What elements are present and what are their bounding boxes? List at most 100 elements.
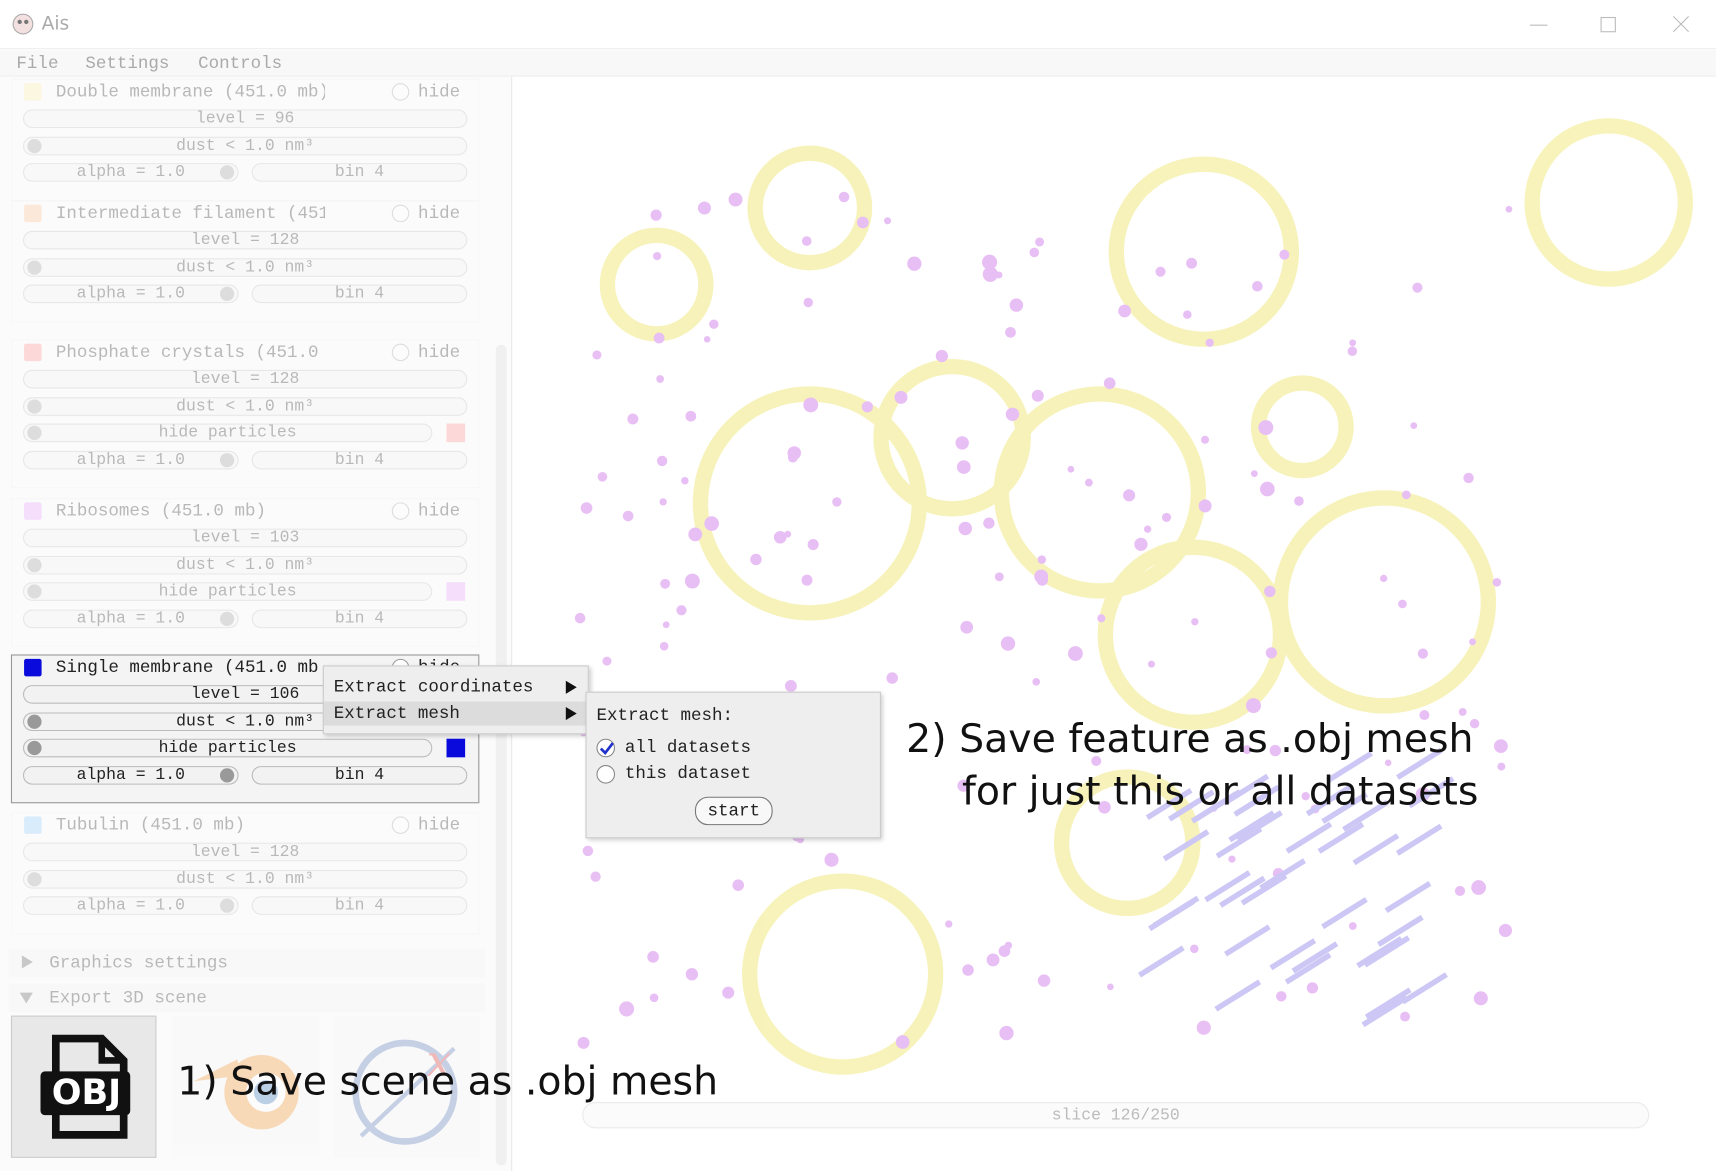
color-swatch[interactable]: [24, 658, 42, 677]
slice-label: slice 126/250: [1051, 1106, 1180, 1126]
menu-item[interactable]: File: [16, 53, 59, 74]
export-blender-button[interactable]: [171, 1015, 319, 1158]
dust-slider[interactable]: dust < 1.0 nm³: [22, 136, 468, 155]
particle-color[interactable]: [446, 423, 466, 443]
slider-label: level = 128: [190, 842, 300, 862]
slider-label: dust < 1.0 nm³: [176, 869, 315, 889]
toggle-label: hide particles: [158, 738, 297, 758]
level-slider[interactable]: level = 103: [22, 528, 468, 548]
color-swatch[interactable]: [24, 816, 42, 834]
particle-color[interactable]: [446, 582, 466, 601]
hide-label: hide: [418, 342, 461, 363]
hide-radio[interactable]: [391, 502, 410, 520]
selector-label: bin 4: [334, 765, 385, 785]
hide-label: hide: [418, 815, 461, 836]
dust-slider[interactable]: dust < 1.0 nm³: [22, 869, 468, 889]
export-obj-button[interactable]: OBJ: [10, 1015, 157, 1158]
particle-color[interactable]: [446, 738, 466, 758]
alpha-slider[interactable]: alpha = 1.0: [22, 163, 239, 182]
collapsible-header[interactable]: Graphics settings: [8, 948, 485, 978]
color-swatch[interactable]: [24, 343, 42, 362]
start-button[interactable]: start: [694, 796, 773, 826]
annotation: for just this or all datasets: [961, 769, 1479, 815]
slider-label: dust < 1.0 nm³: [176, 396, 315, 416]
feature-panel: Intermediate filament (451.0 mb hide level…: [10, 200, 480, 323]
dust-slider[interactable]: dust < 1.0 nm³: [22, 257, 468, 277]
particles-toggle[interactable]: hide particles: [22, 738, 433, 758]
level-slider[interactable]: level = 128: [22, 230, 468, 250]
hide-radio[interactable]: [391, 83, 410, 101]
alpha-slider[interactable]: alpha = 1.0: [22, 284, 239, 304]
selector-label: bin 4: [334, 284, 385, 304]
feature-name: Intermediate filament (451.0 mb: [55, 203, 325, 224]
menu-item[interactable]: Controls: [198, 53, 283, 74]
dust-slider[interactable]: dust < 1.0 nm³: [22, 396, 468, 416]
alpha-slider[interactable]: alpha = 1.0: [22, 450, 239, 469]
bin-selector[interactable]: bin 4: [251, 896, 468, 915]
radio-label: all datasets: [624, 737, 751, 758]
slider-label: alpha = 1.0: [76, 765, 185, 785]
slider-label: alpha = 1.0: [76, 284, 185, 304]
slider-label: level = 128: [190, 230, 300, 250]
toggle-label: hide particles: [158, 423, 297, 443]
alpha-slider[interactable]: alpha = 1.0: [22, 609, 239, 628]
feature-name: Double membrane (451.0 mb): [55, 82, 326, 102]
particles-toggle[interactable]: hide particles: [22, 582, 433, 601]
level-slider[interactable]: level = 128: [22, 842, 468, 862]
color-swatch[interactable]: [24, 502, 42, 520]
hide-radio[interactable]: [391, 204, 410, 223]
context-menu-item[interactable]: Extract coordinates: [324, 675, 588, 699]
feature-panel: Double membrane (451.0 mb) hide level = 96…: [10, 78, 480, 201]
slice-slider[interactable]: slice 126/250: [582, 1102, 1650, 1129]
annotation: 2) Save feature as .obj mesh: [906, 716, 1474, 762]
alpha-slider[interactable]: alpha = 1.0: [22, 765, 239, 785]
slider-knob: [27, 740, 42, 756]
slider-knob: [219, 286, 235, 301]
particles-toggle[interactable]: hide particles: [22, 423, 433, 443]
section-label: Graphics settings: [49, 953, 228, 973]
context-menu-item[interactable]: Extract mesh: [323, 701, 588, 726]
slider-knob: [219, 898, 235, 913]
scrollbar[interactable]: [495, 344, 507, 1166]
level-slider[interactable]: level = 96: [22, 109, 468, 129]
bin-selector[interactable]: bin 4: [251, 609, 468, 628]
bin-selector[interactable]: bin 4: [251, 163, 468, 182]
slider-label: alpha = 1.0: [76, 450, 185, 469]
radio-option[interactable]: all datasets: [596, 737, 815, 761]
bin-selector[interactable]: bin 4: [251, 765, 468, 785]
svg-text:x: x: [427, 1036, 452, 1087]
slider-label: level = 103: [190, 528, 300, 548]
hide-radio[interactable]: [391, 343, 410, 362]
selector-label: bin 4: [334, 450, 385, 469]
radio-label: this dataset: [624, 763, 751, 784]
submenu-arrow: [565, 706, 577, 721]
feature-panel: Ribosomes (451.0 mb) hide level = 103 dust …: [10, 497, 480, 647]
slider-label: dust < 1.0 nm³: [176, 257, 315, 277]
slider-knob: [27, 871, 42, 886]
level-slider[interactable]: level = 128: [22, 369, 468, 389]
alpha-slider[interactable]: alpha = 1.0: [22, 896, 239, 915]
slider-knob: [27, 259, 42, 275]
collapsible-header[interactable]: Export 3D scene: [8, 983, 485, 1013]
radio-circle: [596, 764, 616, 784]
bin-selector[interactable]: bin 4: [251, 284, 468, 304]
toggle-label: hide particles: [158, 582, 297, 601]
selector-label: bin 4: [334, 609, 385, 628]
slider-label: dust < 1.0 nm³: [176, 555, 315, 575]
radio-option[interactable]: this dataset: [596, 763, 815, 787]
color-swatch[interactable]: [24, 83, 42, 101]
feature-name: Tubulin (451.0 mb): [55, 815, 245, 836]
bin-selector[interactable]: bin 4: [251, 450, 468, 469]
feature-name: Phosphate crystals (451.0 mb): [55, 342, 319, 363]
export-chimerax-button[interactable]: x: [333, 1015, 481, 1158]
slider-label: level = 128: [190, 369, 300, 389]
slider-label: level = 106: [190, 685, 300, 704]
window-controls[interactable]: [1521, 11, 1696, 39]
color-swatch[interactable]: [24, 204, 42, 223]
hide-radio[interactable]: [391, 816, 410, 834]
hide-label: hide: [418, 82, 461, 102]
menu-item[interactable]: Settings: [85, 53, 170, 74]
hide-label: hide: [418, 501, 461, 521]
slider-label: level = 96: [195, 109, 295, 129]
dust-slider[interactable]: dust < 1.0 nm³: [22, 555, 468, 575]
